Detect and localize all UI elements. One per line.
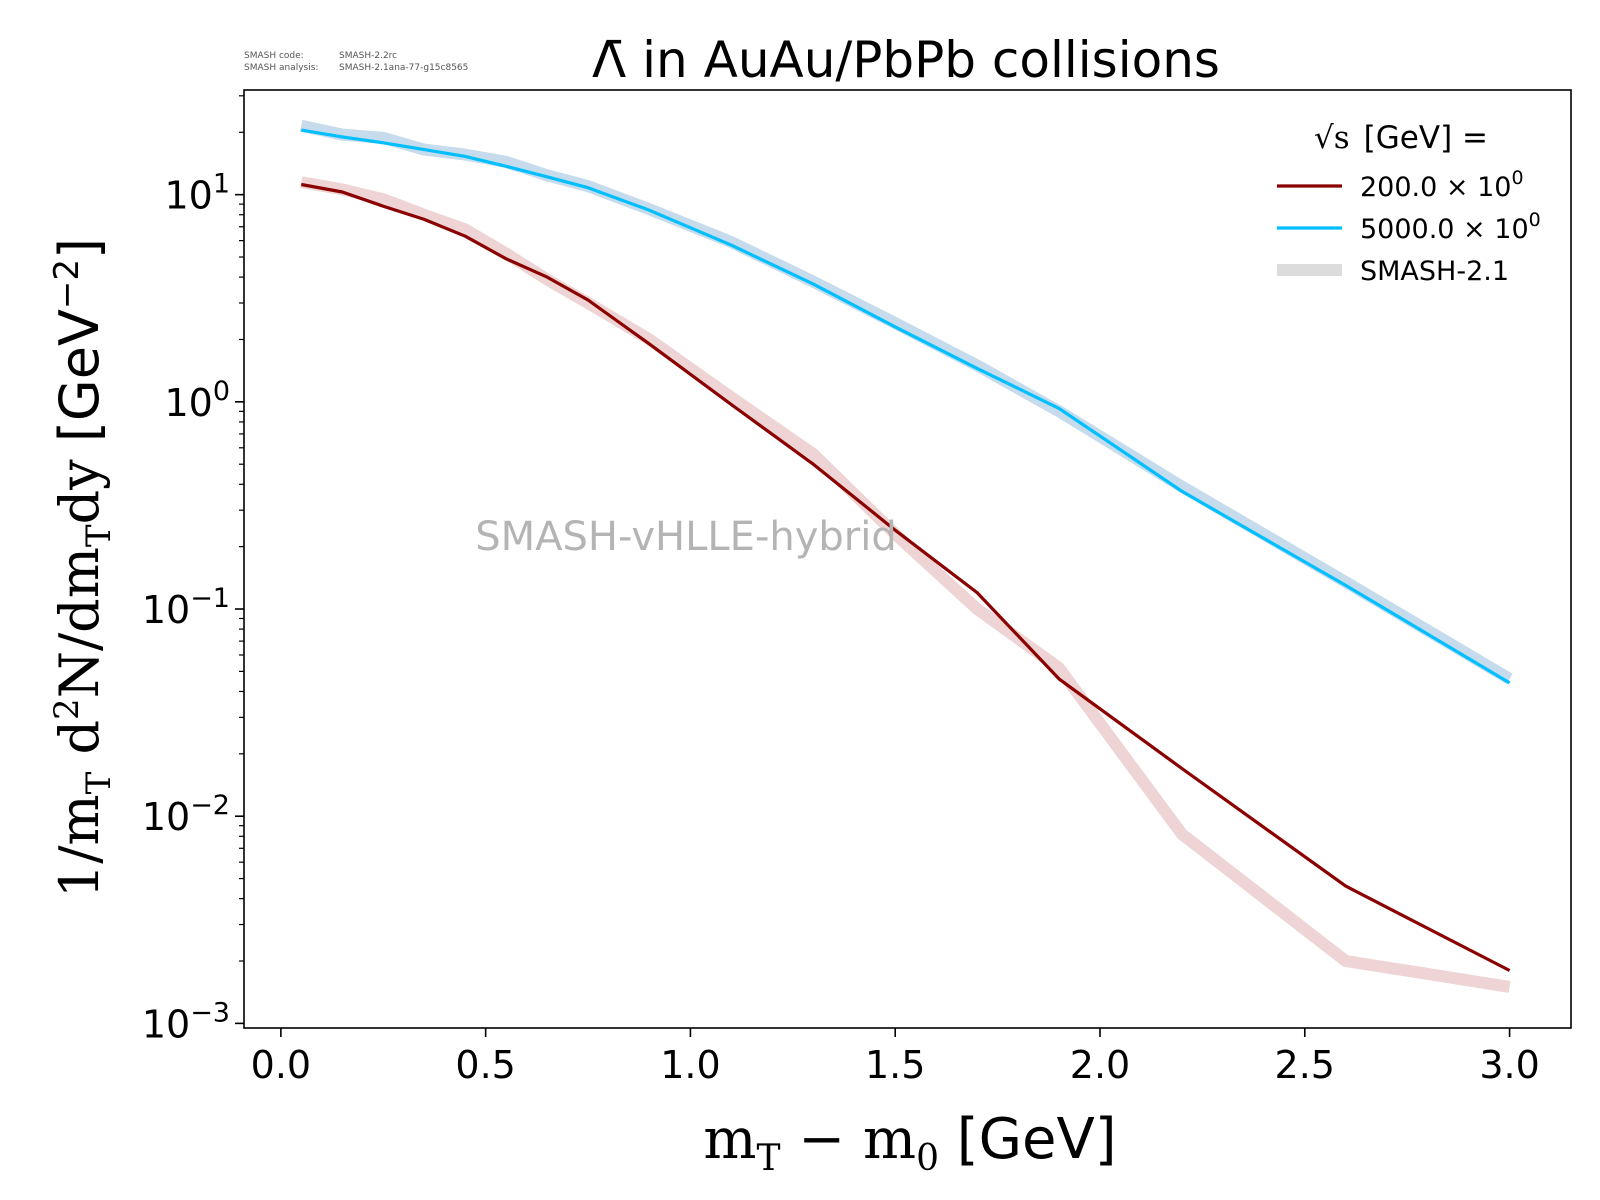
smash-analysis-value: SMASH-2.1ana-77-g15c8565 <box>339 63 468 73</box>
plot-frame <box>243 89 1572 1029</box>
smash-code-label: SMASH code: <box>244 51 304 61</box>
legend-title: √s [GeV] = <box>1314 120 1488 156</box>
x-tick-label: 0.0 <box>251 1043 311 1087</box>
watermark-label: SMASH-vHLLE-hybrid <box>475 514 896 560</box>
y-axis-ticks: 101 100 10−1 10−2 10−3 <box>142 95 244 1046</box>
x-tick-label: 1.5 <box>865 1043 925 1087</box>
x-tick-label: 0.5 <box>455 1043 515 1087</box>
band-series-3 <box>300 119 1513 685</box>
x-tick-label: 1.0 <box>660 1043 720 1087</box>
smash-analysis-label: SMASH analysis: <box>244 63 318 73</box>
legend-label-1: 5000.0 × 100 <box>1360 209 1541 245</box>
x-tick-label: 3.0 <box>1479 1043 1539 1087</box>
band-series-2 <box>300 176 1511 993</box>
y-tick-label: 10−3 <box>142 997 230 1046</box>
legend-label-0: 200.0 × 100 <box>1360 167 1524 203</box>
y-tick-label: 101 <box>164 169 230 218</box>
series-lines <box>301 128 1511 972</box>
x-tick-label: 2.5 <box>1275 1043 1335 1087</box>
line-series-0 <box>301 182 1511 972</box>
y-tick-label: 100 <box>164 376 230 425</box>
y-tick-label: 10−2 <box>142 790 230 839</box>
x-axis-label: mT − m0 [GeV] <box>703 1107 1116 1179</box>
x-tick-label: 2.0 <box>1070 1043 1130 1087</box>
legend-label-2: SMASH-2.1 <box>1360 256 1509 287</box>
smash-version-info: SMASH code: SMASH-2.2rc SMASH analysis: … <box>244 51 468 73</box>
legend: √s [GeV] = 200.0 × 100 5000.0 × 100 SMASH-2.… <box>1277 120 1541 287</box>
smash-code-value: SMASH-2.2rc <box>339 51 397 61</box>
chart-title: Λ̄ in AuAu/PbPb collisions <box>592 31 1220 89</box>
y-axis-label: 1/mT d2N/dmTdy [GeV−2] <box>47 238 119 898</box>
line-series-1 <box>301 128 1511 685</box>
y-tick-label: 10−1 <box>142 583 230 632</box>
x-axis-ticks: 0.0 0.5 1.0 1.5 2.0 2.5 3.0 <box>251 1028 1540 1087</box>
